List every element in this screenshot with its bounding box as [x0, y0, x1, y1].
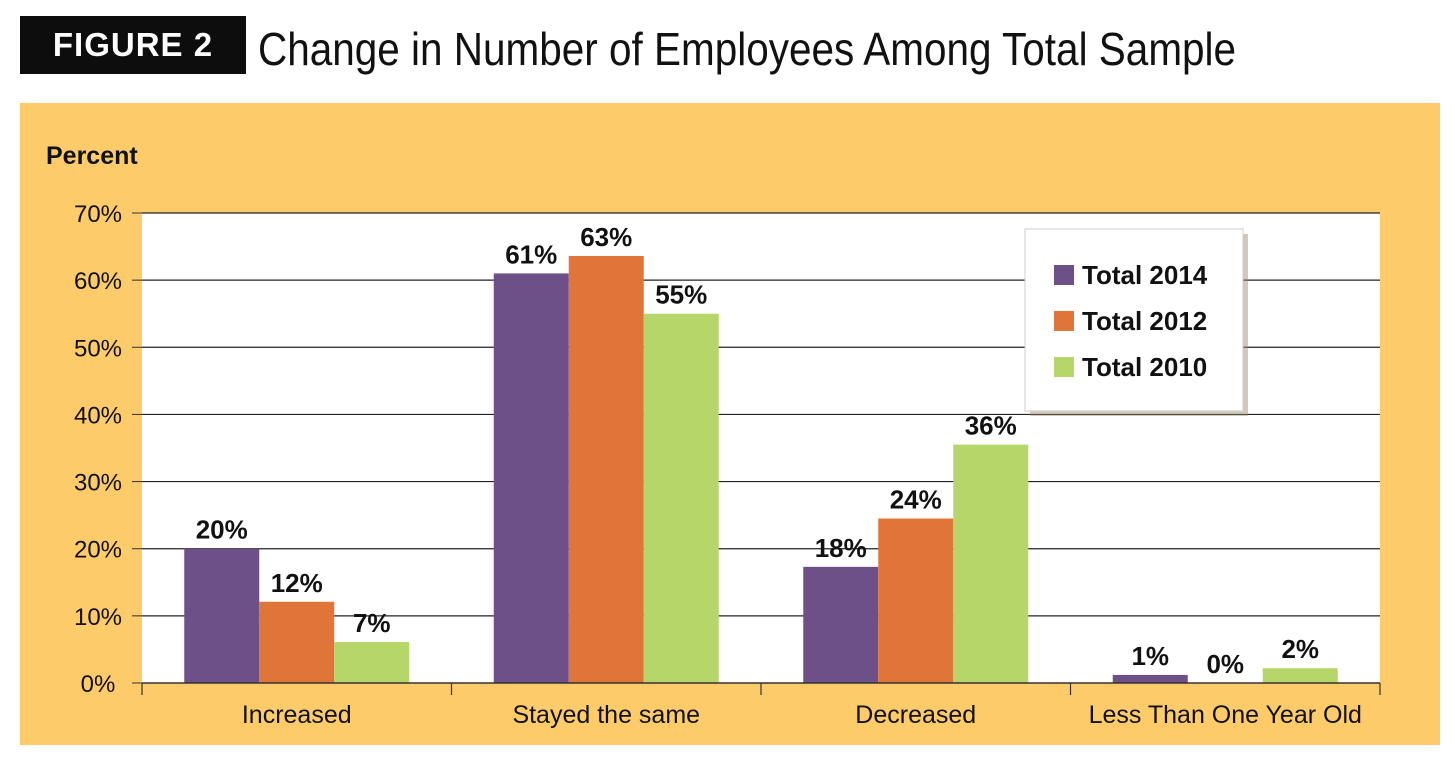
y-tick-label: 10%	[74, 604, 122, 631]
chart-panel: Percent 0% 10% 20% 30% 40% 50% 60% 70% 20% 12% 7%…	[20, 103, 1440, 745]
legend-label-2: Total 2012	[1082, 306, 1207, 336]
data-label: 1%	[1131, 641, 1169, 671]
gridlines	[132, 212, 1380, 684]
bar-series	[184, 255, 1338, 683]
data-label: 24%	[890, 485, 942, 515]
y-tick-label: 70%	[74, 201, 122, 228]
data-labels: 20% 12% 7% 61% 63% 55% 18% 24% 36% 1% 0% 2%	[196, 222, 1319, 679]
legend-swatch-1	[1054, 265, 1074, 285]
y-axis-title: Percent	[46, 142, 138, 170]
data-label: 2%	[1281, 634, 1319, 664]
data-label: 12%	[271, 568, 323, 598]
y-tick-label: 40%	[74, 402, 122, 429]
bar-1-3	[803, 566, 879, 683]
legend-label-1: Total 2014	[1082, 260, 1208, 290]
legend-label-3: Total 2010	[1082, 352, 1207, 382]
data-label: 36%	[965, 411, 1017, 441]
x-category-label: Stayed the same	[512, 701, 700, 729]
legend-swatch-3	[1054, 357, 1074, 377]
x-axis-category-labels: Increased Stayed the same Decreased Less Th…	[242, 701, 1362, 729]
y-tick-label: 30%	[74, 470, 122, 497]
bar-chart: Percent 0% 10% 20% 30% 40% 50% 60% 70% 20% 12% 7%…	[20, 103, 1440, 745]
x-category-label: Less Than One Year Old	[1089, 701, 1362, 729]
bar-2-2	[568, 255, 644, 683]
legend-swatch-2	[1054, 311, 1074, 331]
bar-3-4	[1262, 668, 1338, 683]
bar-1-1	[184, 548, 260, 683]
data-label: 61%	[505, 239, 557, 269]
y-tick-label: 60%	[74, 268, 122, 295]
bar-3-3	[953, 444, 1029, 683]
x-category-label: Decreased	[855, 701, 976, 729]
legend-items: Total 2014 Total 2012 Total 2010	[1054, 260, 1208, 382]
data-label: 18%	[815, 533, 867, 563]
x-category-label: Increased	[242, 701, 352, 729]
bar-2-1	[259, 601, 335, 683]
data-label: 7%	[353, 608, 391, 638]
bar-3-2	[643, 313, 719, 683]
y-axis-tick-labels: 0% 10% 20% 30% 40% 50% 60% 70%	[74, 201, 122, 698]
x-axis	[141, 682, 1381, 695]
data-label: 0%	[1206, 649, 1244, 679]
y-tick-label: 20%	[74, 537, 122, 564]
legend: Total 2014 Total 2012 Total 2010	[1024, 228, 1248, 416]
data-label: 55%	[655, 280, 707, 310]
data-label: 20%	[196, 515, 248, 545]
bar-2-3	[878, 518, 954, 683]
figure-title: Change in Number of Employees Among Tota…	[258, 23, 1237, 75]
bar-1-4	[1112, 674, 1188, 683]
figure-badge: FIGURE 2	[20, 16, 246, 74]
bar-3-1	[334, 642, 410, 683]
figure-header: FIGURE 2 Change in Number of Employees A…	[20, 14, 1440, 76]
y-tick-label: 0%	[81, 671, 116, 698]
bar-1-2	[493, 273, 569, 683]
data-label: 63%	[580, 222, 632, 252]
y-tick-label: 50%	[74, 335, 122, 362]
